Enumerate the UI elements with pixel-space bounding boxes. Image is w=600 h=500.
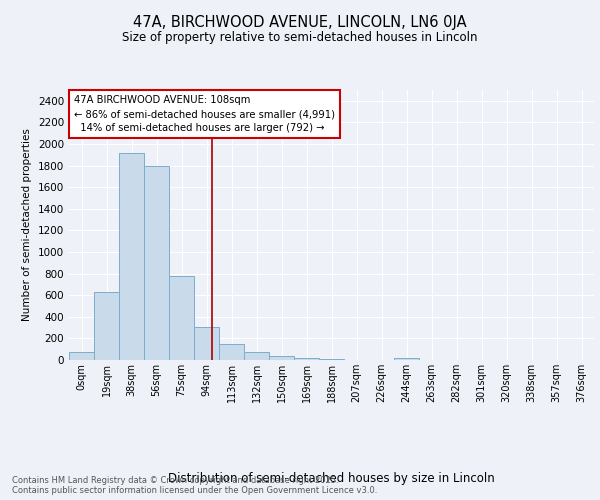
Bar [244, 352, 269, 360]
Bar [269, 356, 294, 360]
Bar [394, 358, 419, 360]
Bar [219, 344, 244, 360]
Bar [169, 276, 194, 360]
Bar [144, 166, 169, 360]
Y-axis label: Number of semi-detached properties: Number of semi-detached properties [22, 128, 32, 322]
Bar [294, 358, 319, 360]
Text: Contains HM Land Registry data © Crown copyright and database right 2025.
Contai: Contains HM Land Registry data © Crown c… [12, 476, 377, 495]
Text: 47A BIRCHWOOD AVENUE: 108sqm
← 86% of semi-detached houses are smaller (4,991)
 : 47A BIRCHWOOD AVENUE: 108sqm ← 86% of se… [74, 96, 335, 134]
Bar [94, 292, 119, 360]
Bar [194, 326, 219, 360]
Bar [119, 152, 144, 360]
Text: Size of property relative to semi-detached houses in Lincoln: Size of property relative to semi-detach… [122, 31, 478, 44]
X-axis label: Distribution of semi-detached houses by size in Lincoln: Distribution of semi-detached houses by … [168, 472, 495, 484]
Text: 47A, BIRCHWOOD AVENUE, LINCOLN, LN6 0JA: 47A, BIRCHWOOD AVENUE, LINCOLN, LN6 0JA [133, 15, 467, 30]
Bar [69, 352, 94, 360]
